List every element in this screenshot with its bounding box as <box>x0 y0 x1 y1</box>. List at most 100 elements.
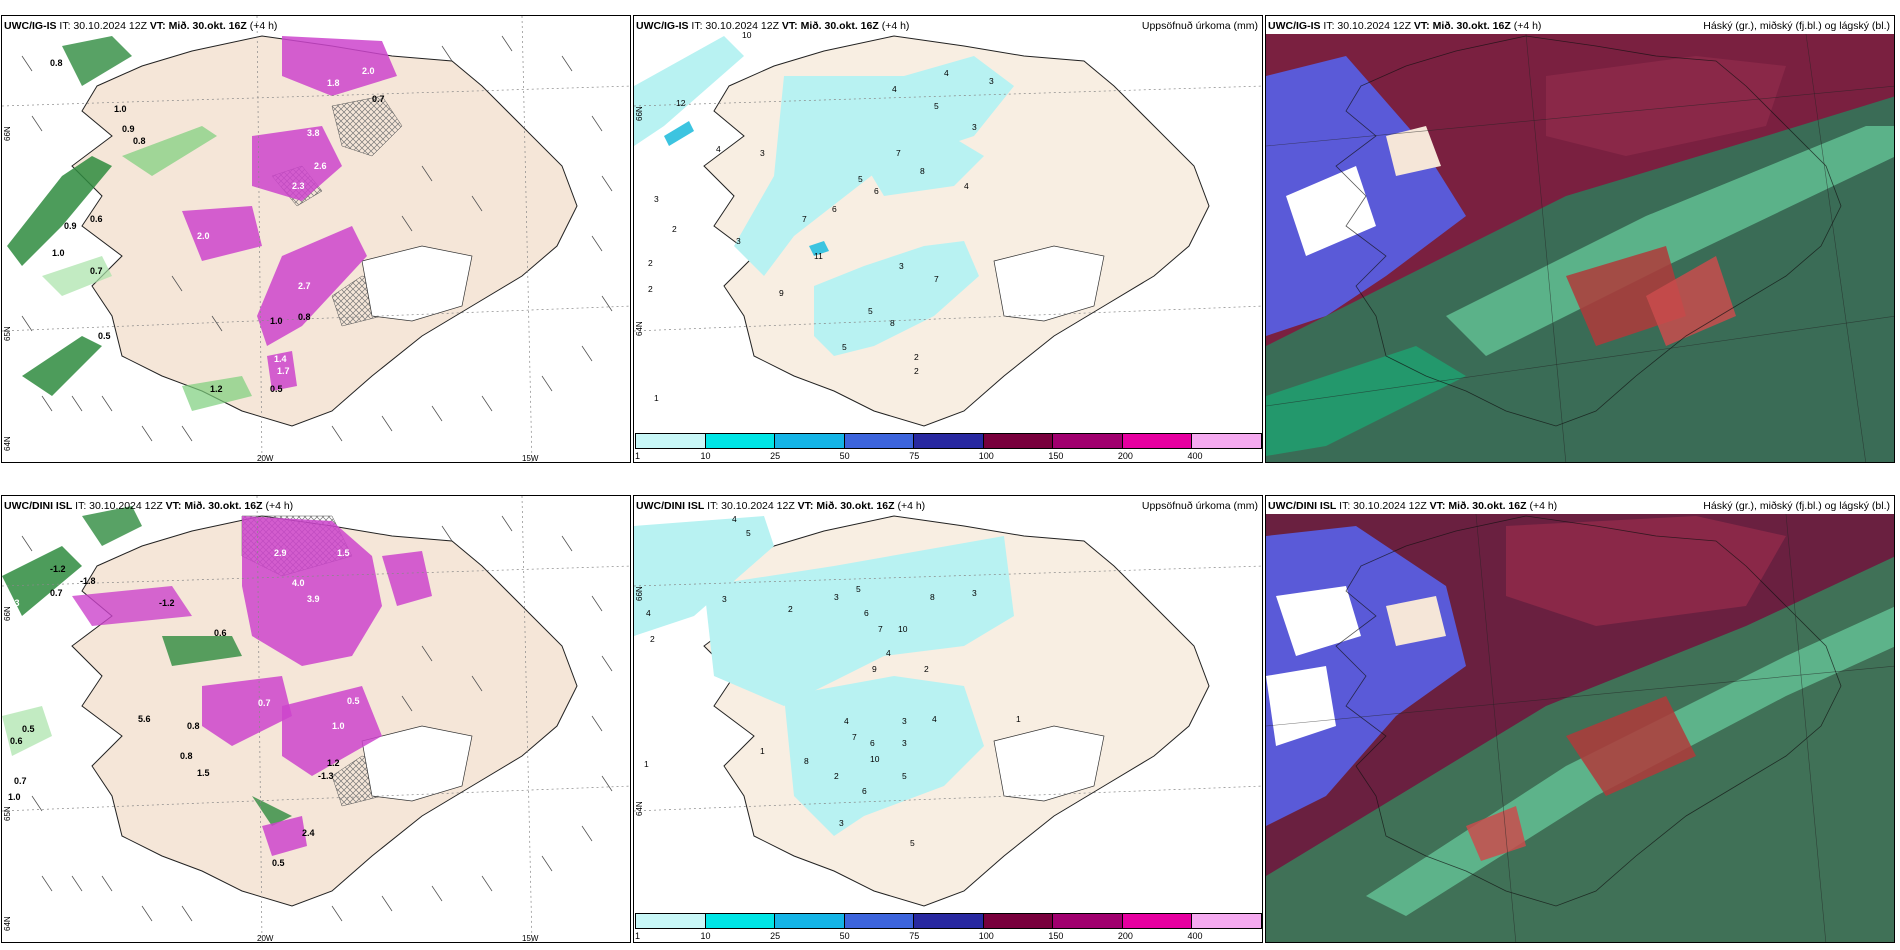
precip-label: 2.6 <box>314 161 327 171</box>
accum-label: 4 <box>886 648 891 658</box>
accum-label: 6 <box>862 786 867 796</box>
accum-label: 5 <box>910 838 915 848</box>
accum-label: 4 <box>716 144 721 154</box>
accum-label: 5 <box>868 306 873 316</box>
precip-label: 0.5 <box>22 724 35 734</box>
cloud-map <box>1266 33 1894 462</box>
precip-label: 3.8 <box>307 128 320 138</box>
accum-label: 2 <box>834 771 839 781</box>
panel-header: UWC/IG-IS IT: 30.10.2024 12Z VT: Mið. 30… <box>1268 20 1542 32</box>
precip-label: 0.5 <box>98 331 111 341</box>
colorbar-tick: 400 <box>1187 451 1203 461</box>
accum-label: 4 <box>732 514 737 524</box>
lat-label: 65N <box>3 806 12 821</box>
precip-label: 1.2 <box>327 758 340 768</box>
accum-label: 2 <box>650 634 655 644</box>
accum-label: 9 <box>779 288 784 298</box>
accum-label: 2 <box>788 604 793 614</box>
accum-label: 4 <box>932 714 937 724</box>
precip-label: 0.7 <box>372 94 385 104</box>
accum-label: 5 <box>934 101 939 111</box>
accum-label: 12 <box>676 98 686 108</box>
accum-label: 2 <box>648 258 653 268</box>
colorbar-tick: 50 <box>839 451 850 461</box>
accum-label: 4 <box>964 181 969 191</box>
accum-label: 3 <box>834 592 839 602</box>
colorbar-swatch <box>774 913 845 929</box>
cloud-title: Háský (gr.), miðský (fj.bl.) og lágský (… <box>1703 20 1890 32</box>
accum-label: 2 <box>914 366 919 376</box>
accum-label: 5 <box>746 528 751 538</box>
precip-label: 1.0 <box>270 316 283 326</box>
precip-wind-map <box>2 496 630 942</box>
colorbar-tick: 75 <box>909 451 920 461</box>
precip-label: 0.8 <box>133 136 146 146</box>
colorbar-tick: 200 <box>1117 931 1133 941</box>
accum-label: 1 <box>644 759 649 769</box>
lat-label: 64N <box>635 321 644 336</box>
accum-precip-map <box>634 35 1262 427</box>
accum-label: 7 <box>934 274 939 284</box>
accum-label: 7 <box>896 148 901 158</box>
precip-label: 0.3 <box>7 598 20 608</box>
precip-label: 0.6 <box>10 736 23 746</box>
precip-label: 0.6 <box>90 214 103 224</box>
accum-label: 6 <box>832 204 837 214</box>
colorbar-tick: 100 <box>978 451 994 461</box>
panel-clouds-bottom: UWC/DINI ISL IT: 30.10.2024 12Z VT: Mið.… <box>1265 495 1895 943</box>
accum-label: 5 <box>842 342 847 352</box>
colorbar-swatch <box>843 433 915 449</box>
lat-label: 64N <box>635 801 644 816</box>
colorbar-tick: 150 <box>1048 931 1064 941</box>
colorbar-tick: 1 <box>635 451 641 461</box>
colorbar-swatch <box>635 913 706 929</box>
accum-label: 3 <box>989 76 994 86</box>
colorbar-tick: 100 <box>978 931 994 941</box>
accum-label: 3 <box>972 122 977 132</box>
colorbar-tick: 50 <box>839 931 850 941</box>
precip-label: 0.8 <box>298 312 311 322</box>
accum-label: 6 <box>870 738 875 748</box>
accum-label: 10 <box>870 754 880 764</box>
accum-label: 3 <box>972 588 977 598</box>
colorbar-tick: 150 <box>1048 451 1064 461</box>
precip-label: 0.9 <box>64 221 77 231</box>
precip-label: -1.2 <box>159 598 175 608</box>
colorbar-tick: 1 <box>635 931 641 941</box>
precip-label: 2.0 <box>197 231 210 241</box>
colorbar-tick: 400 <box>1187 931 1203 941</box>
accum-label: 10 <box>898 624 908 634</box>
precip-label: 1.7 <box>277 366 290 376</box>
colorbar-tick: 25 <box>770 931 781 941</box>
precip-title: Uppsöfnuð úrkoma (mm) <box>1141 500 1258 512</box>
cloud-title: Háský (gr.), miðský (fj.bl.) og lágský (… <box>1703 500 1890 512</box>
precip-label: 2.4 <box>302 828 315 838</box>
precip-wind-map <box>2 16 630 462</box>
colorbar-swatch <box>1191 433 1262 449</box>
panel-accum-precip-bottom: UWC/DINI ISL IT: 30.10.2024 12Z VT: Mið.… <box>633 495 1263 943</box>
colorbar-swatch <box>704 433 776 449</box>
accum-label: 1 <box>760 746 765 756</box>
precip-label: 1.2 <box>210 384 223 394</box>
accum-label: 4 <box>892 84 897 94</box>
precip-label: -1.8 <box>80 576 96 586</box>
accum-label: 8 <box>930 592 935 602</box>
colorbar-swatch <box>1191 913 1262 929</box>
lat-label: 65N <box>3 326 12 341</box>
precip-label: 0.5 <box>270 384 283 394</box>
precip-label: 0.5 <box>272 858 285 868</box>
accum-label: 8 <box>920 166 925 176</box>
accum-label: 7 <box>852 732 857 742</box>
panel-header: UWC/IG-IS IT: 30.10.2024 12Z VT: Mið. 30… <box>4 20 278 32</box>
precip-colorbar: 1 10 25 50 75 100 150 200 400 <box>635 911 1262 941</box>
lon-label: 20W <box>257 454 274 463</box>
precip-label: 0.5 <box>347 696 360 706</box>
precip-label: 2.9 <box>274 548 287 558</box>
precip-label: -1.2 <box>50 564 66 574</box>
precip-label: 0.9 <box>122 124 135 134</box>
colorbar-swatch <box>1121 913 1193 929</box>
precip-label: 0.8 <box>180 751 193 761</box>
accum-precip-map <box>634 515 1262 907</box>
colorbar-swatch <box>982 433 1054 449</box>
colorbar-swatch <box>982 913 1054 929</box>
